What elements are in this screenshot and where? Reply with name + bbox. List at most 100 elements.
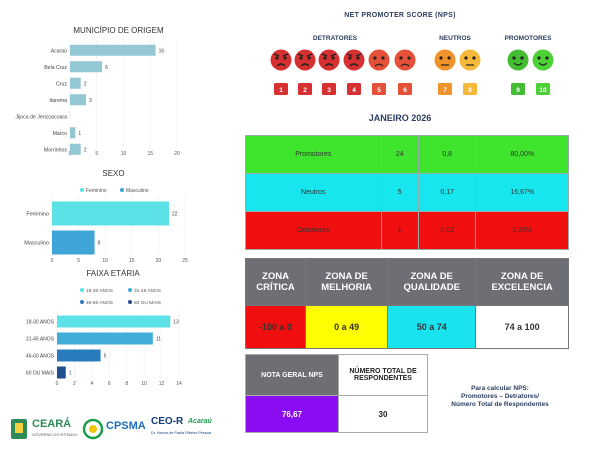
category-label: Bela Cruz bbox=[44, 65, 67, 71]
total-label: NÚMERO TOTAL DE RESPONDENTES bbox=[338, 354, 428, 396]
x-tick-label: 20 bbox=[156, 258, 162, 264]
legend-label: 18-30 ANOS bbox=[86, 288, 113, 294]
stats-table: Promotores 24 0,8 80,00% Neutros 5 0,17 16,67% D… bbox=[245, 135, 569, 250]
data-label: 1 bbox=[78, 131, 81, 137]
chart-legend: 18-30 ANOS 31-45 ANOS 46-60 ANOS 60 OU MAIS bbox=[80, 288, 161, 306]
x-tick-label: 0 bbox=[51, 258, 54, 264]
month-title: JANEIRO 2026 bbox=[368, 113, 432, 123]
legend-swatch bbox=[128, 300, 132, 304]
x-tick-label: 8 bbox=[125, 381, 128, 387]
face-mouth bbox=[300, 63, 310, 67]
nota-value: 76,67 bbox=[245, 395, 339, 433]
bar bbox=[70, 127, 76, 139]
face-eye bbox=[447, 56, 451, 60]
stats-count: 1 bbox=[380, 211, 419, 250]
legend-swatch bbox=[80, 300, 84, 304]
sad-face-icon bbox=[394, 49, 416, 71]
zone-range: 50 a 74 bbox=[387, 305, 477, 349]
chart-0: MUNICÍPIO DE ORIGEM05101520Acaraú16Bela … bbox=[15, 26, 180, 157]
legend-label: Feminino bbox=[86, 188, 107, 194]
face-eye bbox=[512, 56, 516, 60]
nps-score-2: 2 bbox=[294, 49, 316, 95]
category-label: Jijoca de Jericoacoara bbox=[15, 114, 67, 120]
score-label: 3 bbox=[327, 87, 331, 94]
score-badge bbox=[398, 83, 412, 95]
legend-swatch bbox=[128, 288, 132, 292]
neutros-title: NEUTROS bbox=[439, 35, 471, 42]
ceara-emblem-icon bbox=[11, 419, 27, 439]
score-label: 9 bbox=[516, 87, 520, 94]
x-tick-label: 10 bbox=[102, 258, 108, 264]
face-brow bbox=[297, 53, 304, 57]
stats-row: Promotores 24 0,8 80,00% bbox=[245, 135, 569, 174]
chart-1: SEXO Feminino Masculino 0 5 10 15 20 25 Feminino 2… bbox=[24, 169, 188, 264]
data-label: 13 bbox=[173, 320, 179, 326]
x-tick-label: 15 bbox=[147, 151, 153, 157]
score-label: 7 bbox=[443, 87, 447, 94]
face-brow bbox=[355, 53, 362, 57]
chart-2: FAIXA ETÁRIA 18-30 ANOS 31-45 ANOS 46-60 AN… bbox=[26, 269, 182, 387]
face-mouth bbox=[349, 63, 359, 67]
stats-count: 24 bbox=[380, 135, 419, 174]
chart-legend: Feminino Masculino bbox=[80, 188, 149, 194]
happy-face-icon bbox=[507, 49, 529, 71]
zone-range: 74 a 100 bbox=[475, 305, 569, 349]
face-brow bbox=[321, 53, 328, 57]
data-label: 8 bbox=[98, 241, 101, 247]
legend-swatch bbox=[120, 188, 124, 192]
x-tick-label: 5 bbox=[95, 151, 98, 157]
nps-score-1: 1 bbox=[270, 49, 292, 95]
face-eye bbox=[537, 56, 541, 60]
face-eye bbox=[307, 56, 311, 60]
bar bbox=[57, 349, 101, 362]
bar bbox=[70, 44, 156, 56]
score-badge bbox=[347, 83, 361, 95]
x-tick-label: 4 bbox=[90, 381, 93, 387]
legend-label: 46-60 ANOS bbox=[86, 300, 113, 306]
x-tick-label: 14 bbox=[176, 381, 182, 387]
face-eye bbox=[407, 56, 411, 60]
ceor-logo-sub: Dr. Hector de Paula Ribeiro Pessoa bbox=[151, 431, 211, 435]
ceor-logo-text: CEO-R bbox=[151, 416, 184, 427]
score-badge bbox=[511, 83, 525, 95]
face-mouth bbox=[374, 63, 384, 67]
nps-score-10: 10 bbox=[532, 49, 554, 95]
stats-percent: 16,67% bbox=[475, 173, 569, 212]
category-label: 18-30 ANOS bbox=[26, 320, 55, 326]
face-eye bbox=[283, 56, 287, 60]
data-label: 11 bbox=[156, 337, 161, 343]
face-eye bbox=[520, 56, 524, 60]
face-brow bbox=[282, 53, 289, 57]
angry-face-icon bbox=[294, 49, 316, 71]
face-eye bbox=[381, 56, 385, 60]
bar bbox=[52, 230, 95, 255]
bar bbox=[52, 201, 170, 226]
legend-swatch bbox=[80, 188, 84, 192]
category-label: Acaraú bbox=[51, 48, 68, 54]
chart-title: FAIXA ETÁRIA bbox=[86, 269, 140, 278]
score-label: 4 bbox=[352, 87, 356, 94]
face-brow bbox=[273, 53, 280, 57]
data-label: 1 bbox=[69, 371, 72, 377]
face-mouth bbox=[324, 63, 334, 67]
data-label: 2 bbox=[84, 147, 87, 153]
nps-score-9: 9 bbox=[507, 49, 529, 95]
x-tick-label: 10 bbox=[121, 151, 127, 157]
legend-label: 60 OU MAIS bbox=[134, 300, 161, 306]
face-eye bbox=[472, 56, 476, 60]
x-tick-label: 2 bbox=[73, 381, 76, 387]
angry-face-icon bbox=[270, 49, 292, 71]
score-badge bbox=[438, 83, 452, 95]
stats-ratio: 0,8 bbox=[417, 135, 477, 174]
zone-range: 0 a 49 bbox=[305, 305, 389, 349]
charts-panel: MUNICÍPIO DE ORIGEM05101520Acaraú16Bela … bbox=[15, 26, 188, 387]
stats-count: 5 bbox=[380, 173, 419, 212]
stats-row: Neutros 5 0,17 16,67% bbox=[245, 173, 569, 212]
detratores-title: DETRATORES bbox=[312, 35, 358, 42]
x-tick-label: 5 bbox=[77, 258, 80, 264]
x-tick-label: 12 bbox=[159, 381, 165, 387]
nps-score-7: 7 bbox=[434, 49, 456, 95]
cpsma-emblem-icon bbox=[82, 418, 104, 440]
face-eye bbox=[356, 56, 360, 60]
face-mouth bbox=[513, 62, 523, 66]
